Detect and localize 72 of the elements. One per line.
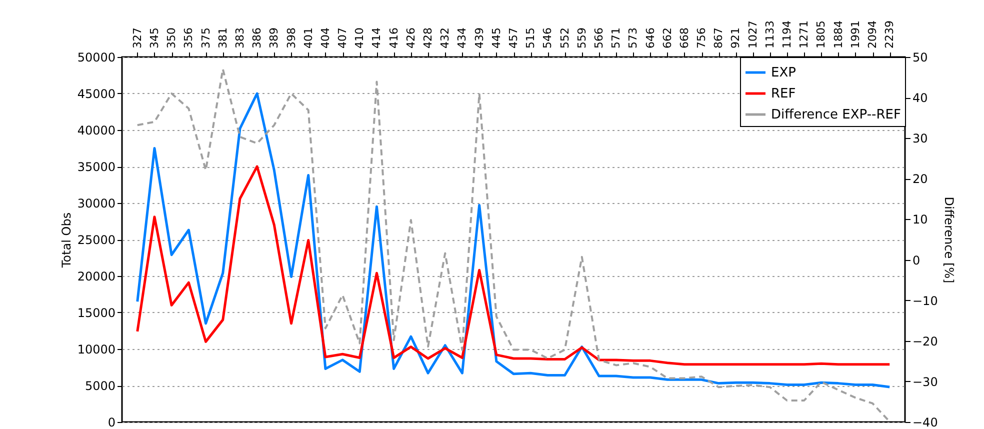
legend-label: REF	[771, 86, 796, 102]
x-tick-label: 546	[541, 28, 554, 48]
x-tick-label: 756	[695, 28, 708, 48]
y-tick-label: 5000	[84, 379, 116, 393]
x-tick-label: 573	[626, 28, 640, 48]
x-tick-label: 375	[199, 28, 212, 48]
y2-tick-label: −40	[912, 416, 938, 429]
legend-label: EXP	[771, 66, 796, 80]
x-tick-label: 921	[729, 28, 742, 48]
y-tick-label: 20000	[77, 270, 116, 284]
x-tick-label: 410	[353, 28, 366, 48]
x-tick-label: 356	[182, 28, 196, 48]
y-tick-label: 30000	[77, 196, 116, 210]
y-tick-label: 35000	[77, 160, 116, 174]
x-tick-label: 1194	[780, 20, 794, 48]
x-tick-label: 381	[216, 28, 230, 48]
x-tick-label: 426	[404, 28, 418, 48]
line-series	[136, 165, 891, 366]
x-tick-label: 434	[456, 28, 469, 48]
x-tick-label: 571	[610, 28, 623, 48]
x-tick-label: 398	[284, 28, 298, 48]
y2-axis-title: Difference [%]	[942, 196, 956, 284]
x-tick-label: 407	[336, 28, 350, 48]
x-tick-label: 350	[165, 28, 178, 48]
y-tick-label: 45000	[77, 87, 116, 101]
y2-tick-label: 50	[912, 50, 928, 64]
y-tick-label: 15000	[77, 306, 116, 320]
x-tick-label: 404	[318, 28, 332, 48]
x-tick-label: 566	[592, 28, 606, 48]
y2-tick-label: 0	[912, 253, 920, 268]
x-tick-label: 1884	[832, 20, 845, 48]
x-tick-label: 432	[438, 28, 452, 48]
x-tick-label: 345	[148, 28, 161, 48]
x-tick-label: 1271	[798, 20, 811, 48]
y2-tick-label: 40	[912, 91, 928, 106]
x-tick-label: 867	[712, 28, 726, 48]
x-tick-label: 662	[660, 28, 674, 48]
y-axis-title: Total Obs	[59, 212, 74, 269]
y-tick-label: 40000	[77, 124, 116, 138]
x-tick-label: 439	[472, 28, 486, 48]
x-tick-label: 559	[575, 28, 588, 48]
x-tick-label: 386	[250, 28, 264, 48]
legend-label: Difference EXP--REF	[771, 108, 901, 122]
x-tick-label: 1805	[814, 20, 828, 48]
x-tick-label: 445	[490, 28, 503, 48]
y-tick-label: 10000	[77, 342, 116, 356]
x-tick-label: 2094	[866, 20, 880, 48]
y-tick-label: 50000	[77, 50, 116, 64]
x-tick-label: 1991	[848, 20, 862, 48]
y-tick-label: 25000	[77, 233, 116, 247]
x-tick-label: 552	[558, 28, 572, 48]
x-tick-label: 327	[130, 28, 144, 48]
y2-tick-label: −20	[912, 334, 938, 348]
y-tick-label: 0	[108, 416, 116, 429]
x-tick-label: 668	[678, 28, 691, 48]
y2-tick-label: −30	[912, 374, 938, 389]
x-tick-label: 383	[233, 28, 246, 48]
x-tick-label: 1133	[763, 20, 776, 48]
x-tick-label: 414	[370, 28, 384, 48]
y2-tick-label: 10	[912, 212, 928, 227]
y2-tick-label: 20	[912, 172, 928, 186]
y2-tick-label: −10	[912, 294, 938, 308]
x-tick-label: 428	[422, 28, 435, 48]
x-tick-label: 515	[524, 28, 538, 48]
x-tick-label: 646	[644, 28, 657, 48]
x-tick-label: 401	[302, 28, 315, 48]
x-tick-label: 416	[387, 28, 400, 48]
x-tick-label: 2239	[883, 20, 896, 48]
y2-tick-label: 30	[912, 132, 928, 146]
x-tick-label: 389	[268, 28, 281, 48]
x-tick-label: 1027	[746, 20, 760, 48]
x-tick-label: 457	[507, 28, 520, 48]
